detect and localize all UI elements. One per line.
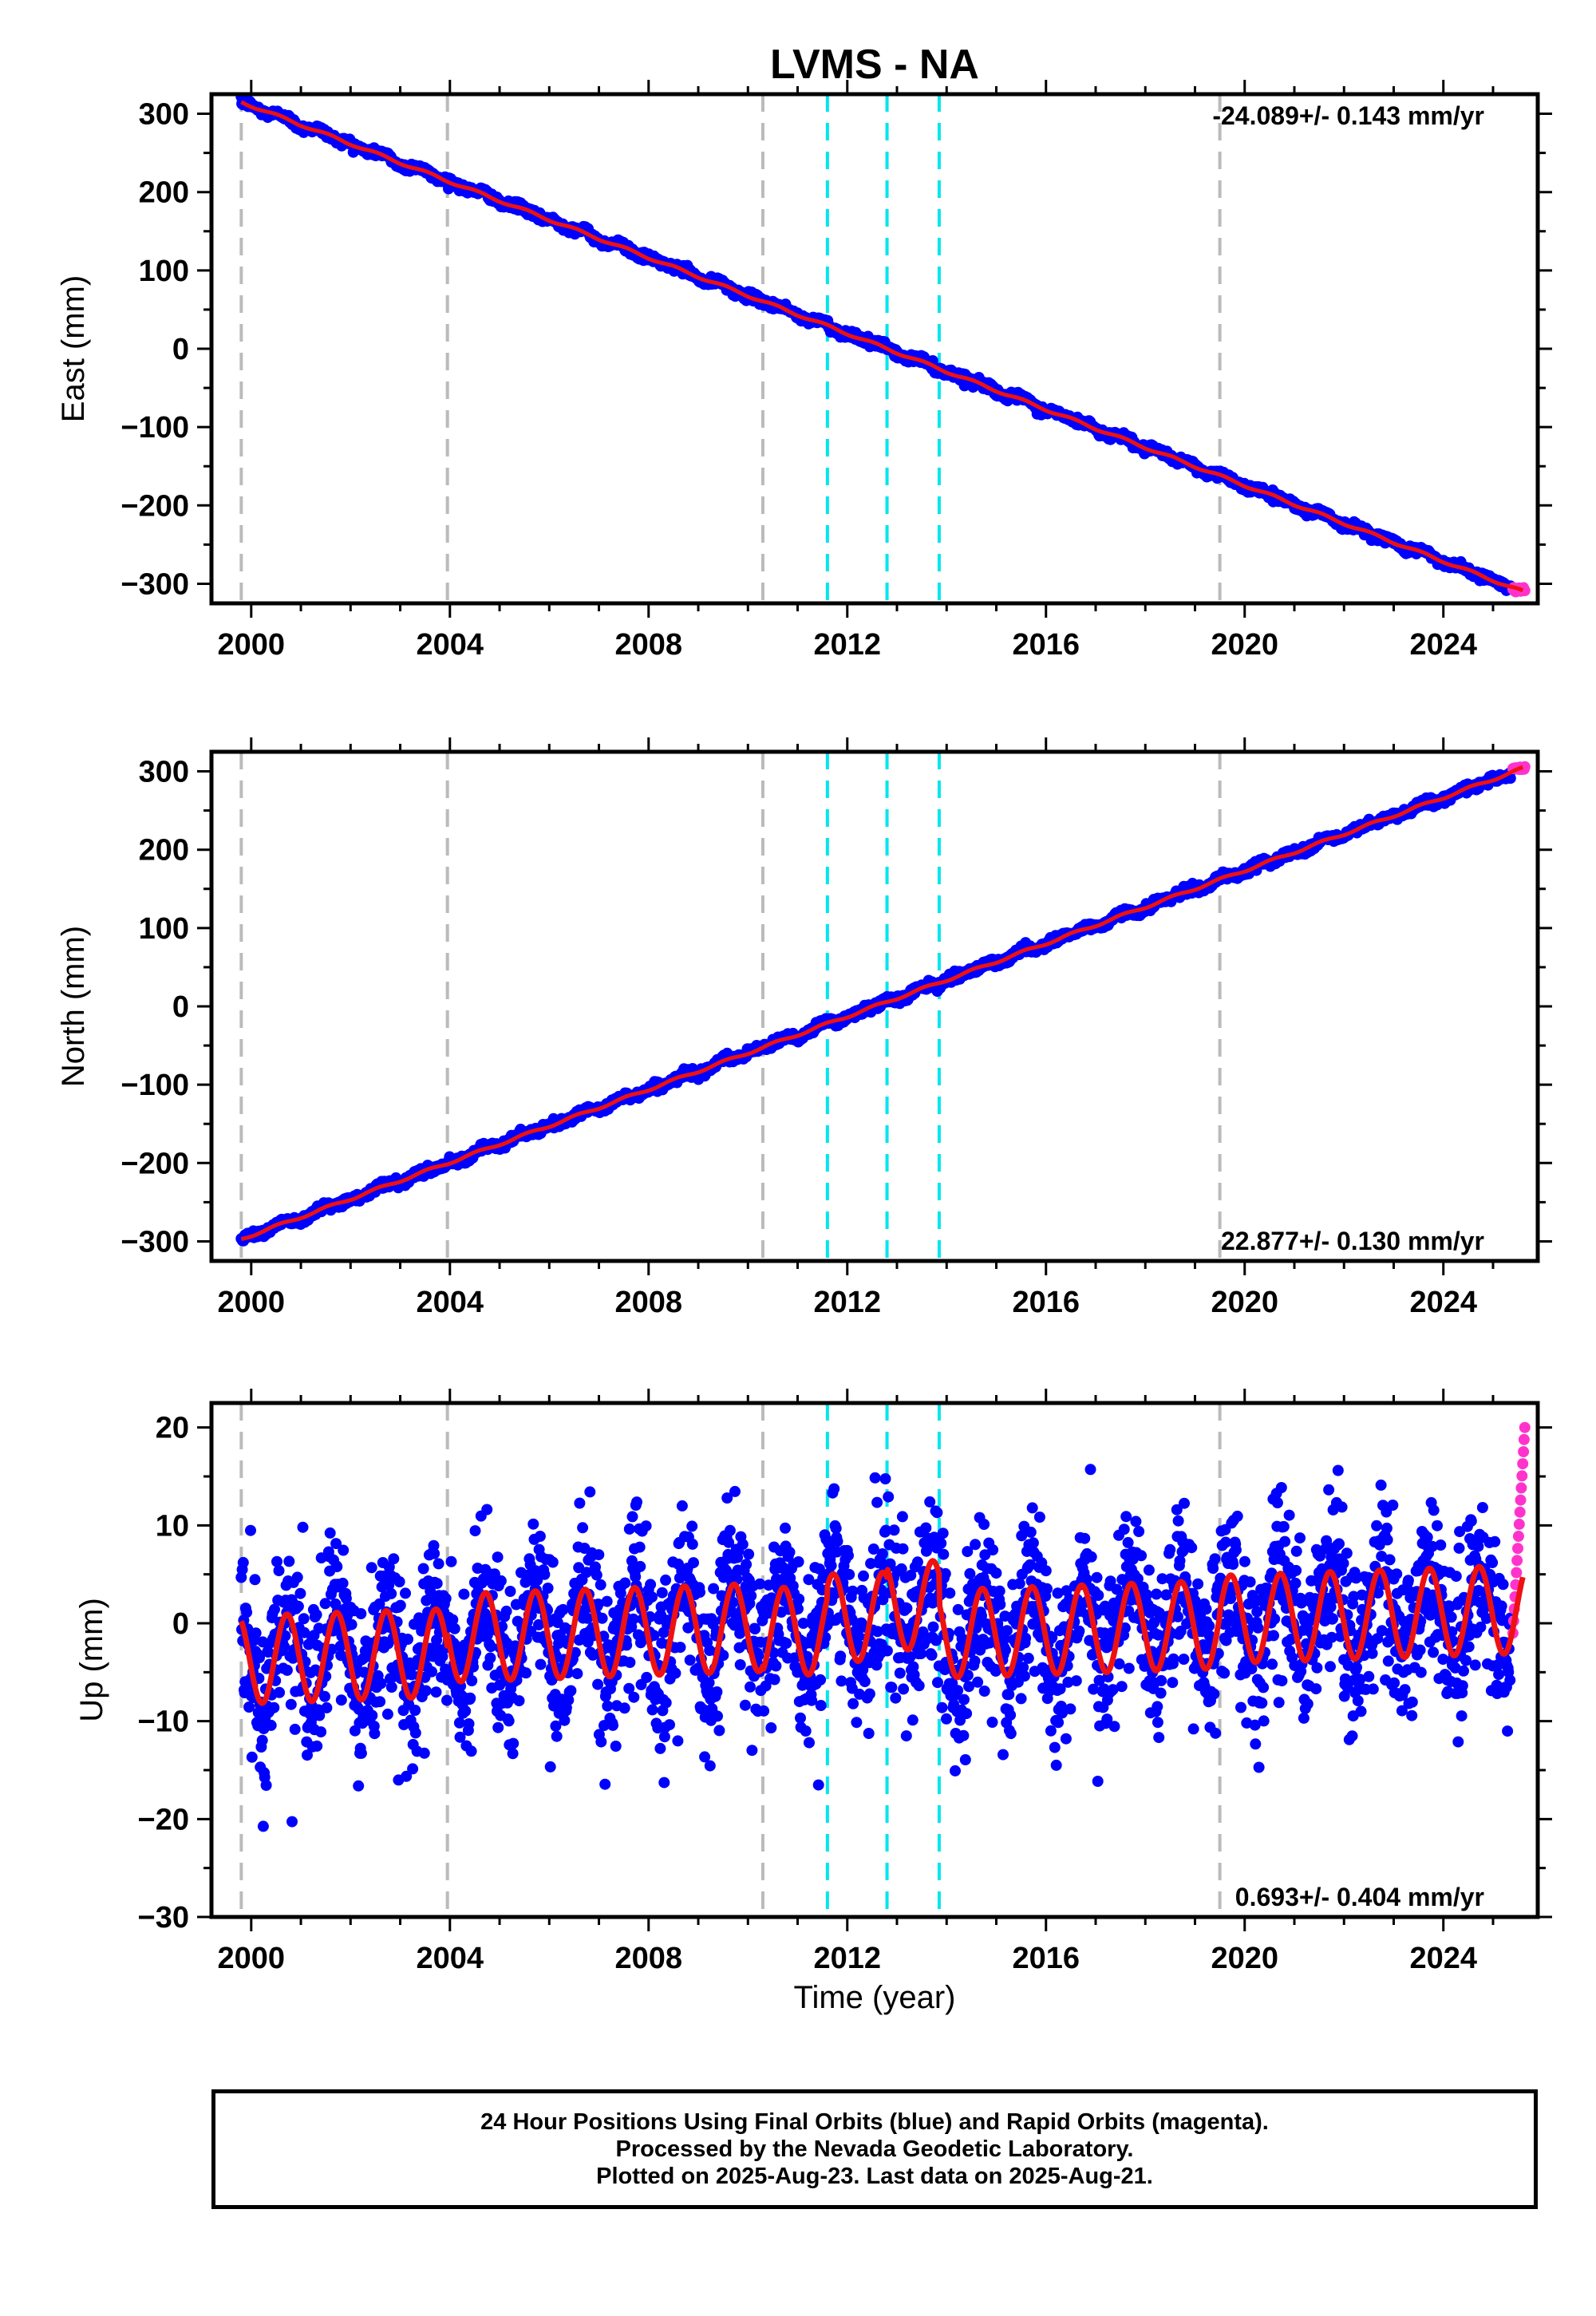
up-final-point (250, 1627, 262, 1639)
up-final-point (355, 1608, 367, 1619)
up-final-point (265, 1719, 277, 1731)
up-final-point (292, 1600, 304, 1612)
x-tick-label: 2024 (1409, 628, 1477, 662)
east-plot-area (235, 94, 1531, 603)
y-tick-label: 0 (172, 333, 189, 366)
north-y-axis-label: North (mm) (56, 926, 91, 1087)
up-final-point (246, 1751, 258, 1763)
y-tick-label: −100 (120, 411, 189, 445)
x-tick-label: 2000 (218, 1286, 286, 1319)
up-final-point (298, 1613, 310, 1625)
up-final-point (331, 1561, 343, 1573)
up-final-point (260, 1780, 272, 1791)
up-final-point (249, 1574, 261, 1586)
x-tick-label: 2016 (1012, 628, 1080, 662)
y-tick-label: 200 (139, 834, 189, 868)
up-final-point (338, 1544, 350, 1556)
east-x-axis: 2000 2004 2008 2012 2016 2020 2024 (218, 80, 1495, 662)
up-final-point (289, 1723, 301, 1735)
north-rate-label: 22.877+/- 0.130 mm/yr (1221, 1227, 1484, 1255)
east-model-line (239, 100, 1524, 593)
up-final-point (319, 1690, 330, 1702)
up-final-point (283, 1555, 295, 1567)
x-tick-label: 2016 (1012, 1286, 1080, 1319)
up-final-point (257, 1820, 269, 1832)
y-tick-label: −100 (120, 1069, 189, 1102)
east-y-axis-label: East (mm) (56, 275, 91, 422)
x-tick-label: 2004 (417, 1286, 484, 1319)
up-plot-area (235, 1403, 1531, 1917)
up-final-point (369, 1728, 381, 1740)
y-tick-label: 0 (172, 990, 189, 1024)
x-tick-label: 2012 (813, 628, 881, 662)
up-final-point (245, 1524, 256, 1536)
x-tick-label: 2020 (1211, 628, 1278, 662)
up-final-point (268, 1701, 280, 1713)
up-final-point (294, 1587, 306, 1599)
chart-title: LVMS - NA (770, 41, 979, 88)
up-final-point (394, 1599, 406, 1611)
north-plot-area (235, 752, 1531, 1261)
y-tick-label: −300 (120, 1225, 189, 1259)
y-tick-label: 100 (139, 255, 189, 288)
up-final-point (274, 1686, 286, 1698)
x-tick-label: 2004 (417, 628, 484, 662)
panel-north: 2000 2004 2008 2012 2016 2020 2024 300 200 100 0 −1… (56, 737, 1552, 1319)
y-tick-label: −300 (120, 567, 189, 601)
up-final-point (291, 1571, 303, 1583)
up-final-point (353, 1780, 365, 1792)
y-tick-label: −200 (120, 1147, 189, 1180)
up-final-orbits-series (235, 1464, 1516, 1832)
y-tick-label: 300 (139, 98, 189, 132)
up-final-point (273, 1565, 285, 1577)
up-final-point (324, 1527, 336, 1539)
up-final-point (319, 1598, 331, 1610)
up-final-point (393, 1576, 405, 1587)
north-model-line (239, 765, 1524, 1241)
up-final-point (337, 1577, 349, 1589)
up-final-point (297, 1521, 309, 1533)
up-final-point (311, 1740, 323, 1752)
y-tick-label: 100 (139, 912, 189, 946)
up-final-point (385, 1682, 397, 1693)
y-tick-label: −200 (120, 489, 189, 523)
x-tick-label: 2020 (1211, 1286, 1278, 1319)
y-tick-label: 300 (139, 756, 189, 789)
east-rapid-point (1519, 585, 1531, 596)
up-final-point (241, 1607, 253, 1618)
east-y-axis: 300 200 100 0 −100 −200 −300 (120, 98, 1552, 601)
y-tick-label: 200 (139, 176, 189, 210)
up-final-point (385, 1587, 397, 1599)
up-final-point (388, 1553, 400, 1565)
up-final-point (321, 1701, 333, 1713)
up-final-point (256, 1734, 268, 1746)
up-final-point (381, 1708, 393, 1720)
up-final-point (315, 1726, 327, 1738)
x-tick-label: 2024 (1409, 1286, 1477, 1319)
x-tick-label: 2008 (615, 1286, 683, 1319)
up-final-point (374, 1696, 386, 1708)
x-tick-label: 2008 (615, 628, 683, 662)
up-final-point (243, 1701, 255, 1713)
up-final-point (237, 1556, 249, 1568)
up-final-point (346, 1618, 358, 1630)
up-final-point (286, 1816, 298, 1828)
panel-up: 2000 2004 2008 2012 2016 2020 202420100−10−20−… (74, 1389, 1552, 2015)
up-final-point (355, 1747, 367, 1759)
up-final-point (366, 1709, 378, 1721)
up-final-point (281, 1664, 293, 1676)
east-rate-label: -24.089+/- 0.143 mm/yr (1212, 101, 1484, 130)
up-final-point (335, 1694, 347, 1706)
panel-east: 2000 2004 2008 2012 2016 2020 2024 300 200 100 0 −1… (56, 41, 1552, 662)
up-final-point (285, 1698, 297, 1710)
up-final-point (365, 1562, 377, 1574)
up-final-point (279, 1641, 290, 1653)
x-tick-label: 2000 (218, 628, 286, 662)
x-tick-label: 2012 (813, 1286, 881, 1319)
up-final-point (310, 1609, 322, 1621)
